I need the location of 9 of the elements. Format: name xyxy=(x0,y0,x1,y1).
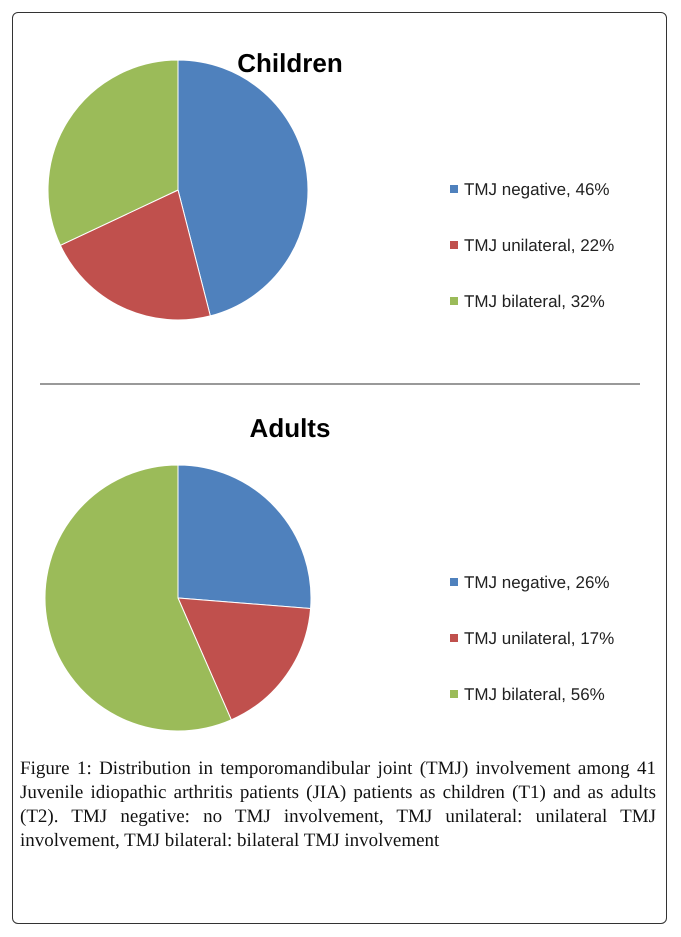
legend-label: TMJ bilateral, 56% xyxy=(464,685,605,704)
chart-title: Children xyxy=(237,48,343,78)
caption: Figure 1: Distribution in temporomandibular joint (TMJ) involvement among 41 Juvenile idiopathic arthritis patients (JIA) patients as children (T1) and as adults (T2). TMJ negative: no TMJ involvement, TMJ unilateral: unilateral TMJ involvement, TMJ bilateral: bilateral TMJ involvement xyxy=(20,757,656,853)
legend-label: TMJ unilateral, 22% xyxy=(464,236,614,255)
legend-label: TMJ bilateral, 32% xyxy=(464,292,605,311)
chart-title: Adults xyxy=(250,413,330,443)
legend-label: TMJ negative, 46% xyxy=(464,180,610,199)
legend-label: TMJ unilateral, 17% xyxy=(464,629,614,648)
legend-label: TMJ negative, 26% xyxy=(464,573,610,592)
